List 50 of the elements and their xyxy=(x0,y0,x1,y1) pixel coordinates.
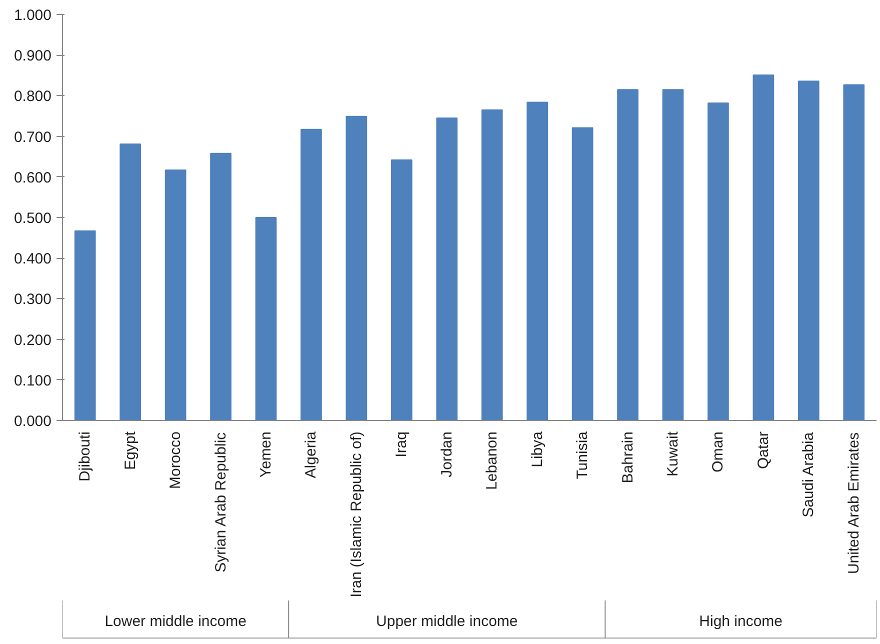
bar xyxy=(300,128,322,420)
bar xyxy=(617,89,638,420)
y-tick-label: 0.500 xyxy=(14,210,52,227)
text: High income xyxy=(699,612,783,630)
bar xyxy=(74,230,96,420)
bar xyxy=(346,116,368,420)
y-tick-label: 0.300 xyxy=(14,291,52,308)
y-tick-label: 0.100 xyxy=(14,372,52,390)
x-tick-label: Jordan xyxy=(438,431,456,478)
x-tick-label: Kuwait xyxy=(664,430,682,477)
x-tick-label: Egypt xyxy=(122,430,139,470)
text: Lower middle income xyxy=(104,612,246,630)
bar xyxy=(436,118,458,420)
bar xyxy=(662,89,684,420)
x-tick-label: Lebanon xyxy=(484,431,501,490)
bar xyxy=(390,159,412,420)
x-tick-label: Yemen xyxy=(258,431,274,478)
y-tick-label: 0.400 xyxy=(14,250,52,268)
y-tick-label: 0.000 xyxy=(14,413,52,430)
y-tick-label: 0.200 xyxy=(14,332,52,349)
x-tick-label: Qatar xyxy=(754,431,772,470)
bar xyxy=(572,127,594,420)
x-tick-label: Tunisia xyxy=(574,430,592,480)
x-tick-label: Djibouti xyxy=(76,431,94,482)
bar xyxy=(708,102,729,420)
bar xyxy=(843,84,865,420)
bar xyxy=(164,170,186,420)
y-tick-label: 0.900 xyxy=(14,48,52,65)
text: Upper middle income xyxy=(376,612,518,630)
bar xyxy=(752,74,774,420)
y-tick-label: 0.600 xyxy=(14,169,52,186)
x-tick-label: Algeria xyxy=(302,430,320,478)
bar xyxy=(255,217,277,420)
bar xyxy=(210,152,232,420)
x-tick-label: Oman xyxy=(710,431,727,472)
bar xyxy=(526,102,548,420)
bar xyxy=(481,109,503,420)
x-tick-label: Bahrain xyxy=(619,432,636,484)
y-tick-label: 1.000 xyxy=(14,7,52,24)
x-tick-label: Libya xyxy=(528,430,546,468)
bar xyxy=(798,80,820,420)
x-tick-label: Iran (Islamic Republic of) xyxy=(348,431,365,598)
x-tick-label: Iraq xyxy=(393,431,410,458)
x-tick-label: United Arab Emirates xyxy=(845,432,862,574)
y-tick-label: 0.800 xyxy=(14,88,52,106)
y-tick-label: 0.700 xyxy=(14,128,52,146)
x-tick-label: Saudi Arabia xyxy=(800,432,818,518)
x-tick-label: Morocco xyxy=(167,431,184,490)
x-tick-label: Syrian Arab Republic xyxy=(212,432,230,572)
bar xyxy=(120,144,142,420)
